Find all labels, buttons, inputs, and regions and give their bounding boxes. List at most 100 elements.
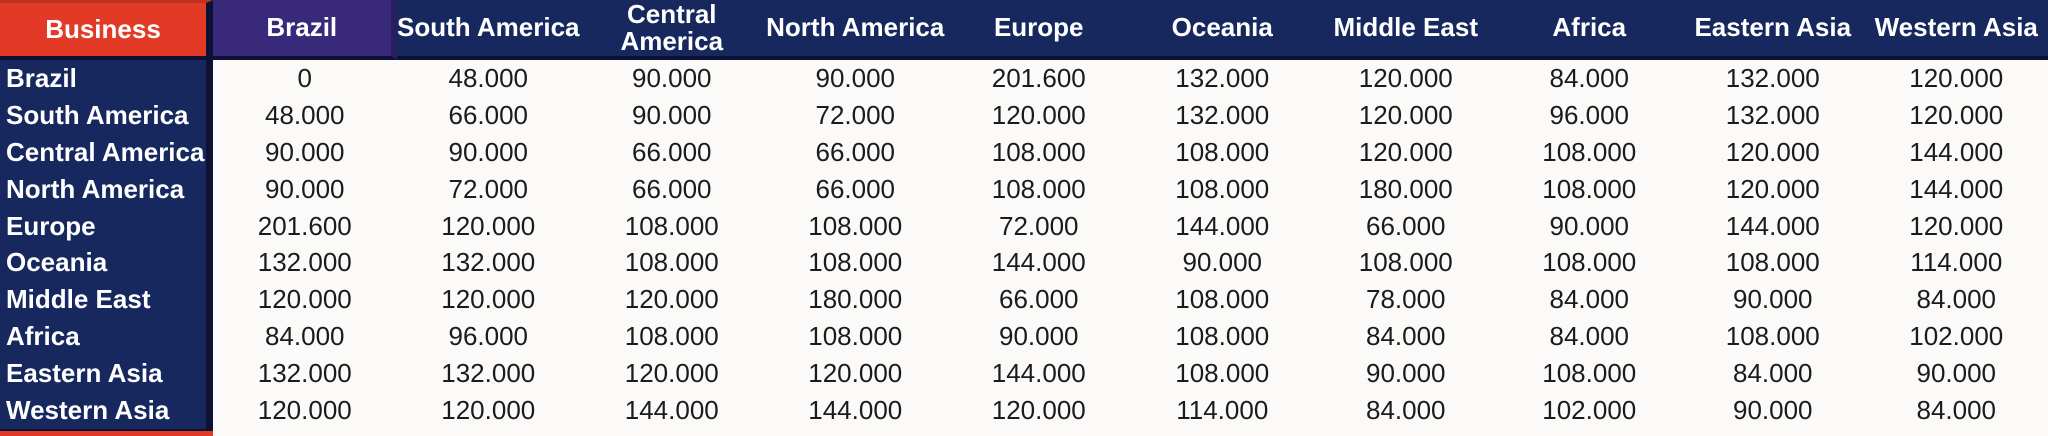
data-cell[interactable]: 132.000 <box>1130 96 1314 134</box>
data-cell[interactable]: 108.000 <box>763 318 947 356</box>
row-header-brazil[interactable]: Brazil <box>0 60 213 97</box>
data-cell[interactable]: 90.000 <box>213 133 397 171</box>
data-cell[interactable]: 120.000 <box>396 392 580 429</box>
row-header-africa[interactable]: Africa <box>0 318 213 356</box>
data-cell[interactable]: 120.000 <box>396 207 580 245</box>
data-cell[interactable]: 144.000 <box>580 392 764 429</box>
data-cell[interactable]: 0 <box>213 60 397 97</box>
data-cell[interactable]: 102.000 <box>1497 392 1681 429</box>
data-cell[interactable]: 66.000 <box>396 96 580 134</box>
data-cell[interactable]: 84.000 <box>1497 318 1681 356</box>
column-header-western-asia[interactable]: Western Asia <box>1864 0 2048 60</box>
data-cell[interactable]: 120.000 <box>1864 60 2048 97</box>
data-cell[interactable]: 180.000 <box>763 281 947 319</box>
data-cell[interactable]: 132.000 <box>213 244 397 282</box>
data-cell[interactable]: 90.000 <box>763 60 947 97</box>
row-header-western-asia[interactable]: Western Asia <box>0 392 213 429</box>
data-cell[interactable]: 84.000 <box>213 318 397 356</box>
data-cell[interactable]: 90.000 <box>213 170 397 208</box>
data-cell[interactable]: 120.000 <box>1681 133 1865 171</box>
data-cell[interactable]: 84.000 <box>1314 318 1498 356</box>
data-cell[interactable]: 48.000 <box>213 96 397 134</box>
data-cell[interactable]: 201.600 <box>213 207 397 245</box>
data-cell[interactable]: 90.000 <box>580 60 764 97</box>
data-cell[interactable]: 66.000 <box>947 281 1131 319</box>
column-header-south-america[interactable]: South America <box>396 0 580 60</box>
data-cell[interactable]: 120.000 <box>947 392 1131 429</box>
data-cell[interactable]: 108.000 <box>1130 133 1314 171</box>
data-cell[interactable]: 90.000 <box>947 318 1131 356</box>
data-cell[interactable]: 120.000 <box>580 281 764 319</box>
data-cell[interactable]: 84.000 <box>1314 392 1498 429</box>
data-cell[interactable]: 66.000 <box>763 133 947 171</box>
data-cell[interactable]: 180.000 <box>1314 170 1498 208</box>
data-cell[interactable]: 90.000 <box>580 96 764 134</box>
data-cell[interactable]: 120.000 <box>1864 96 2048 134</box>
data-cell[interactable]: 90.000 <box>396 133 580 171</box>
data-cell[interactable]: 84.000 <box>1497 60 1681 97</box>
data-cell[interactable]: 84.000 <box>1864 392 2048 429</box>
data-cell[interactable]: 84.000 <box>1497 281 1681 319</box>
data-cell[interactable]: 132.000 <box>1681 60 1865 97</box>
data-cell[interactable]: 144.000 <box>947 355 1131 393</box>
data-cell[interactable]: 132.000 <box>213 355 397 393</box>
data-cell[interactable]: 72.000 <box>396 170 580 208</box>
data-cell[interactable]: 102.000 <box>1864 318 2048 356</box>
data-cell[interactable]: 108.000 <box>1497 244 1681 282</box>
data-cell[interactable]: 144.000 <box>763 392 947 429</box>
data-cell[interactable]: 90.000 <box>1864 355 2048 393</box>
data-cell[interactable]: 90.000 <box>1314 355 1498 393</box>
data-cell[interactable]: 144.000 <box>1681 207 1865 245</box>
data-cell[interactable]: 96.000 <box>1497 96 1681 134</box>
data-cell[interactable]: 108.000 <box>580 207 764 245</box>
data-cell[interactable]: 66.000 <box>580 133 764 171</box>
data-cell[interactable]: 90.000 <box>1130 244 1314 282</box>
data-cell[interactable]: 108.000 <box>1497 133 1681 171</box>
corner-header-business[interactable]: Business <box>0 0 213 60</box>
data-cell[interactable]: 108.000 <box>763 244 947 282</box>
data-cell[interactable]: 201.600 <box>947 60 1131 97</box>
data-cell[interactable]: 120.000 <box>947 96 1131 134</box>
data-cell[interactable]: 108.000 <box>947 133 1131 171</box>
data-cell[interactable]: 108.000 <box>1130 318 1314 356</box>
column-header-europe[interactable]: Europe <box>947 0 1131 60</box>
data-cell[interactable]: 108.000 <box>1314 244 1498 282</box>
row-header-central-america[interactable]: Central America <box>0 133 213 171</box>
column-header-north-america[interactable]: North America <box>763 0 947 60</box>
data-cell[interactable]: 144.000 <box>1864 133 2048 171</box>
data-cell[interactable]: 96.000 <box>396 318 580 356</box>
data-cell[interactable]: 66.000 <box>763 170 947 208</box>
data-cell[interactable]: 132.000 <box>1681 96 1865 134</box>
data-cell[interactable]: 108.000 <box>1681 244 1865 282</box>
data-cell[interactable]: 66.000 <box>580 170 764 208</box>
data-cell[interactable]: 108.000 <box>1681 318 1865 356</box>
row-header-oceania[interactable]: Oceania <box>0 244 213 282</box>
row-header-middle-east[interactable]: Middle East <box>0 281 213 319</box>
data-cell[interactable]: 144.000 <box>1130 207 1314 245</box>
data-cell[interactable]: 144.000 <box>1864 170 2048 208</box>
data-cell[interactable]: 48.000 <box>396 60 580 97</box>
data-cell[interactable]: 114.000 <box>1864 244 2048 282</box>
data-cell[interactable]: 108.000 <box>1130 355 1314 393</box>
column-header-brazil[interactable]: Brazil <box>213 0 397 60</box>
data-cell[interactable]: 72.000 <box>763 96 947 134</box>
data-cell[interactable]: 120.000 <box>213 281 397 319</box>
data-cell[interactable]: 132.000 <box>1130 60 1314 97</box>
data-cell[interactable]: 120.000 <box>1314 133 1498 171</box>
data-cell[interactable]: 90.000 <box>1681 392 1865 429</box>
data-cell[interactable]: 120.000 <box>1681 170 1865 208</box>
row-header-north-america[interactable]: North America <box>0 170 213 208</box>
column-header-eastern-asia[interactable]: Eastern Asia <box>1681 0 1865 60</box>
data-cell[interactable]: 78.000 <box>1314 281 1498 319</box>
data-cell[interactable]: 108.000 <box>1130 170 1314 208</box>
data-cell[interactable]: 84.000 <box>1681 355 1865 393</box>
data-cell[interactable]: 120.000 <box>1864 207 2048 245</box>
column-header-oceania[interactable]: Oceania <box>1130 0 1314 60</box>
data-cell[interactable]: 132.000 <box>396 244 580 282</box>
data-cell[interactable]: 90.000 <box>1497 207 1681 245</box>
data-cell[interactable]: 132.000 <box>396 355 580 393</box>
data-cell[interactable]: 144.000 <box>947 244 1131 282</box>
data-cell[interactable]: 108.000 <box>1497 170 1681 208</box>
data-cell[interactable]: 108.000 <box>763 207 947 245</box>
row-header-south-america[interactable]: South America <box>0 96 213 134</box>
